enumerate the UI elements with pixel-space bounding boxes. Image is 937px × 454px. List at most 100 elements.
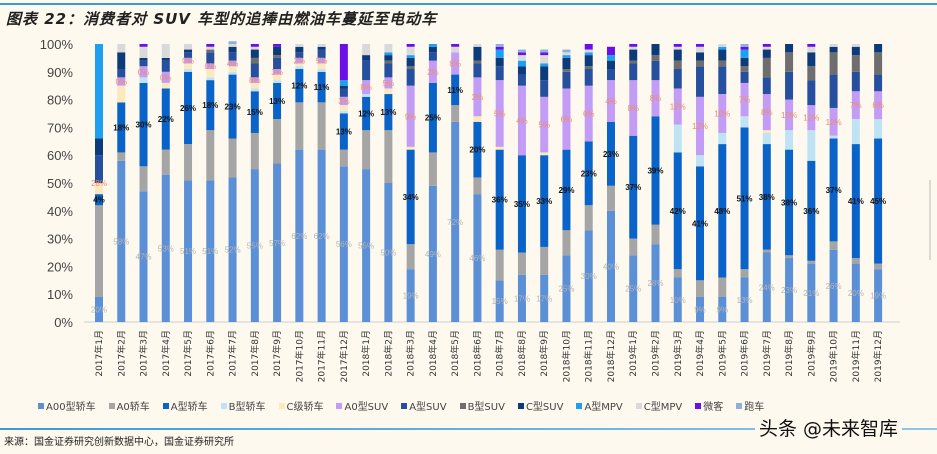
bar-segment [184,63,193,70]
data-label: 47% [136,253,152,262]
data-label: 3% [338,97,350,106]
bar-segment [206,46,215,50]
bar-segment [540,274,549,322]
bar-segment [473,63,482,78]
bar-segment [829,138,838,242]
bar-segment [428,52,437,61]
data-label: 35% [514,200,530,209]
bar-segment [317,71,326,103]
bar-segment [451,52,460,75]
bar-segment [562,49,571,53]
bar-segment [829,241,838,250]
x-tick-label: 2018年3月 [405,330,417,377]
legend-item: B型SUV [459,398,505,413]
bar-segment [161,82,170,89]
bar-segment [184,69,193,72]
bar-segment [851,91,860,120]
data-label: 0% [138,68,150,77]
bar-segment [740,46,749,50]
bar-segment [762,252,771,322]
bar-segment [362,94,371,97]
x-tick-label: 2017年7月 [227,330,239,377]
data-label: 51% [737,194,753,203]
bar-segment [740,82,749,117]
bar-segment [807,66,816,81]
bar-segment [95,183,103,195]
x-tick-label: 2019年8月 [783,330,795,377]
y-tick-label: 70% [47,120,73,135]
bar-segment [495,44,504,47]
bar-segment [406,85,415,147]
x-tick-label: 2017年9月 [271,330,283,377]
bar-segment [161,149,170,175]
bar-segment [874,52,883,75]
bar-segment [473,121,482,178]
bar-segment [384,44,393,53]
bar-segment [273,46,282,56]
bar-segment [406,55,415,58]
bar-segment [651,224,660,245]
bar-segment [250,44,259,47]
bottom-rule [0,428,937,430]
bar-segment [606,60,615,70]
bar-segment [228,138,237,178]
bar-segment [250,169,259,322]
bar-segment [117,160,126,322]
bar-segment [428,60,437,83]
bar-segment [384,130,393,183]
data-label: 36% [803,207,819,216]
bar-segment [95,194,103,206]
bar-segment [451,46,460,53]
data-label: 46% [469,254,485,263]
data-label: 12% [826,118,842,127]
bar-segment [584,52,593,56]
data-label: 38% [781,198,797,207]
bar-segment [228,60,237,67]
bar-segment [540,80,549,97]
data-label: 13% [269,97,285,106]
data-label: 41% [692,219,708,228]
bar-segment [295,44,304,47]
x-tick-label: 2018年6月 [471,330,483,377]
data-label: 28% [91,179,107,188]
data-label: 23% [225,103,241,112]
data-label: 10% [714,110,730,119]
bar-segment [95,205,103,297]
bar-segment [851,71,860,92]
bar-segment [406,244,415,270]
legend-swatch [459,402,466,409]
bar-segment [807,52,816,67]
bar-segment [807,160,816,261]
bar-segment [139,77,148,83]
bar-segment [206,52,215,64]
data-label: 41% [848,197,864,206]
bar-segment [139,60,148,67]
bar-segment [428,46,437,53]
bar-segment [384,52,393,56]
bar-segment [540,63,549,67]
data-label: 57% [269,239,285,248]
legend-swatch [736,402,743,409]
bar-segment [228,71,237,75]
bar-segment [785,44,794,53]
x-tick-label: 2017年4月 [160,330,172,377]
bar-segment [740,57,749,67]
bar-segment [651,44,660,56]
bar-segment [228,177,237,322]
bar-segment [495,46,504,50]
watermark: 头条 @未来智库 [755,414,903,441]
data-label: 12% [803,114,819,123]
legend-item: A型轿车 [162,398,208,413]
bar-segment [851,55,860,72]
legend-label: A0型SUV [344,402,389,413]
bar-segment [584,85,593,142]
bar-segment [718,46,727,50]
bar-segment [451,121,460,322]
bar-segment [629,49,638,61]
data-label: 8% [627,104,639,113]
x-tick-label: 2017年8月 [249,330,261,377]
bar-segment [606,55,615,61]
legend-swatch [517,402,524,409]
data-label: 13% [336,128,352,137]
bar-segment [384,88,393,95]
